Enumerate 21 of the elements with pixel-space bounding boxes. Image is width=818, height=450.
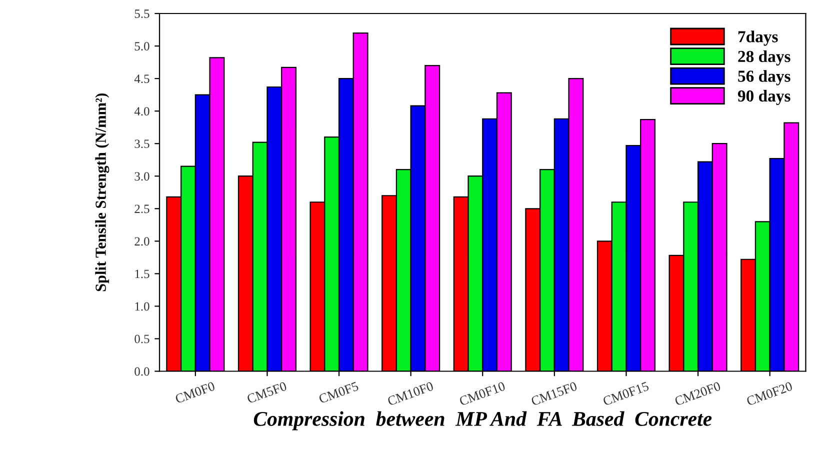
y-tick-label: 5.5 xyxy=(134,10,150,18)
x-tick-label: CM0F0 xyxy=(174,382,216,404)
y-tick-label: 0.0 xyxy=(134,367,150,376)
legend-label: 28 days xyxy=(738,50,790,66)
legend-label: 7days xyxy=(738,30,778,46)
legend-label: 56 days xyxy=(738,70,790,86)
y-tick-label: 3.5 xyxy=(134,140,150,148)
y-tick-label: 3.0 xyxy=(134,172,150,181)
y-tick-label: 5.0 xyxy=(134,42,150,51)
y-tick-label: 2.0 xyxy=(134,237,150,246)
legend-label: 90 days xyxy=(738,90,790,106)
y-tick-label: 4.5 xyxy=(134,74,150,84)
y-tick-label: 0.5 xyxy=(134,334,150,344)
y-tick-label: 1.0 xyxy=(135,302,150,311)
y-tick-label: 1.5 xyxy=(135,270,150,278)
y-axis-title: Split Tensile Strength (N/mm²) xyxy=(95,93,110,292)
y-tick-label: 4.0 xyxy=(134,107,150,116)
x-tick-label: CM0F5 xyxy=(318,382,359,404)
y-tick-label: 2.5 xyxy=(134,204,150,214)
x-axis-title: Compression between MP And FA Based Concrete xyxy=(254,411,712,430)
x-tick-label: CM5F0 xyxy=(246,382,288,404)
